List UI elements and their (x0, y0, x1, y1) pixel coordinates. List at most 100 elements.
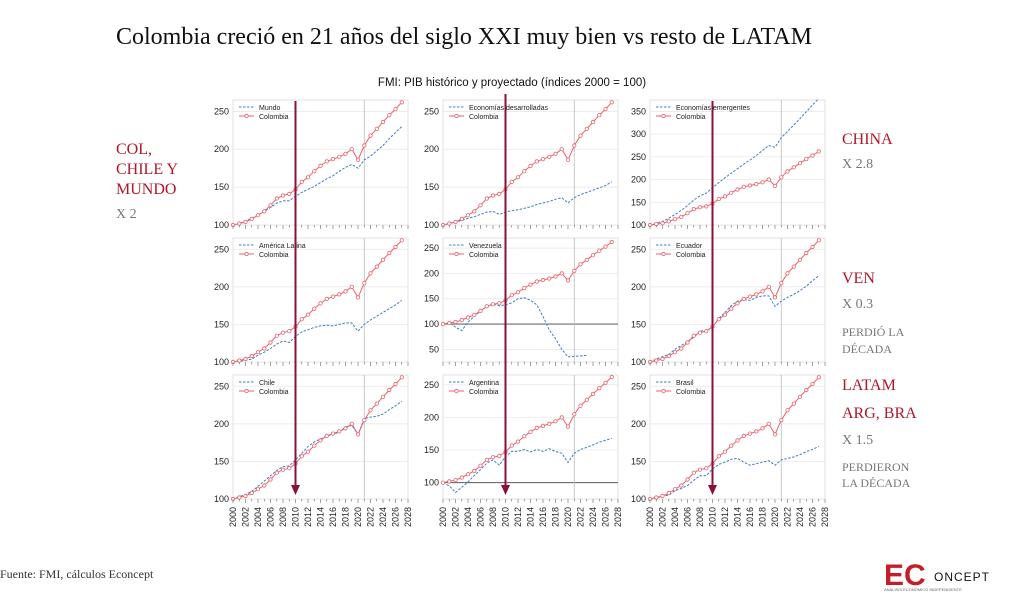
x-tick-label: 2016 (538, 507, 548, 527)
colombia-point (522, 285, 527, 291)
colombia-point (735, 301, 740, 306)
colombia-point (766, 421, 771, 426)
colombia-point (362, 280, 367, 286)
colombia-point (547, 154, 552, 159)
colombia-point (472, 209, 477, 214)
colombia-point (590, 119, 596, 125)
colombia-point (490, 455, 496, 460)
colombia-point (330, 157, 336, 162)
colombia-point (565, 424, 571, 429)
note-china-label: CHINA (842, 131, 893, 148)
series-line-economias-emergentes (649, 98, 820, 226)
colombia-point (747, 183, 753, 188)
legend-marker-colombia (454, 251, 459, 257)
legend-label-colombia: Colombia (259, 114, 289, 121)
colombia-point (553, 274, 558, 279)
colombia-point (299, 179, 304, 184)
legend-marker-colombia (661, 113, 666, 119)
colombia-point (249, 490, 254, 496)
x-tick-label: 2018 (551, 507, 561, 527)
colombia-point (399, 375, 404, 380)
note-col-multiple: X 2 (116, 207, 137, 222)
colombia-point (305, 175, 311, 180)
note-latam-label1: LATAM (842, 377, 896, 394)
panel-frame-america-latina (232, 237, 409, 363)
colombia-point (380, 257, 386, 262)
colombia-point (772, 183, 778, 188)
x-tick-label: 2002 (241, 507, 251, 527)
y-tick-label-economias-emergentes: 150 (631, 197, 646, 207)
colombia-point (490, 193, 496, 198)
x-tick-label: 2014 (733, 507, 743, 527)
colombia-point (362, 417, 367, 423)
x-tick-label: 2002 (658, 507, 668, 527)
colombia-point (540, 157, 546, 162)
y-tick-label-argentina: 200 (424, 412, 439, 422)
gdp-panels-chart: FMI: PIB histórico y proyectado (índices… (214, 77, 830, 527)
colombia-point (380, 394, 386, 399)
y-tick-label-brasil: 200 (631, 419, 646, 429)
y-tick-label-venezuela: 250 (424, 243, 439, 253)
colombia-point (387, 250, 392, 256)
colombia-point (704, 466, 709, 471)
y-tick-label-america-latina: 200 (214, 282, 229, 292)
series-line-brasil (649, 445, 820, 500)
note-china-multiple: X 2.8 (842, 157, 874, 172)
x-tick-label: 2004 (253, 507, 263, 527)
x-tick-label: 2010 (291, 507, 301, 527)
y-tick-label-economias-emergentes: 300 (631, 129, 646, 139)
colombia-point (578, 262, 583, 267)
colombia-point (810, 244, 815, 250)
colombia-point (716, 197, 721, 202)
legend-label-mundo: Mundo (259, 105, 281, 112)
x-tick-label: 2018 (341, 507, 351, 527)
colombia-point (685, 340, 690, 345)
panel-frame-economias-emergentes (649, 99, 826, 226)
y-tick-label-america-latina: 100 (214, 357, 229, 367)
colombia-point (262, 483, 267, 488)
colombia-point (243, 219, 248, 225)
colombia-point (243, 493, 248, 499)
x-tick-label: 2020 (563, 507, 573, 527)
colombia-point (679, 346, 684, 351)
y-tick-label-argentina: 100 (424, 478, 439, 488)
colombia-point (362, 143, 367, 148)
colombia-point (672, 350, 678, 355)
colombia-point (330, 431, 336, 436)
colombia-point (337, 429, 342, 434)
colombia-point (609, 100, 614, 105)
y-tick-label-chile: 250 (214, 381, 229, 391)
colombia-point (772, 295, 778, 300)
colombia-point (584, 257, 589, 262)
y-tick-label-mundo: 200 (214, 144, 229, 154)
colombia-point (722, 312, 728, 317)
series-line-argentina (442, 437, 612, 494)
colombia-point (368, 133, 373, 138)
colombia-point (528, 163, 533, 168)
colombia-point (380, 119, 386, 125)
colombia-point (393, 107, 398, 112)
colombia-point (478, 308, 483, 313)
series-line-colombia (232, 376, 403, 500)
colombia-point (572, 143, 577, 148)
y-tick-label-ecuador: 250 (631, 244, 646, 254)
colombia-point (779, 280, 784, 286)
x-tick-label: 2022 (576, 507, 586, 527)
x-tick-label: 2012 (303, 507, 313, 527)
y-tick-label-economias-desarrolladas: 250 (424, 106, 439, 116)
colombia-point (237, 221, 242, 226)
colombia-point (797, 257, 803, 262)
series-line-colombia (649, 376, 820, 500)
series-line-colombia (442, 241, 613, 325)
colombia-point (305, 312, 311, 317)
colombia-point (459, 317, 464, 323)
colombia-point (603, 107, 608, 112)
colombia-point (465, 315, 471, 320)
colombia-point (766, 284, 771, 289)
y-tick-label-argentina: 250 (424, 380, 439, 390)
x-tick-label: 2006 (266, 507, 276, 527)
colombia-point (697, 330, 703, 335)
colombia-point (584, 126, 589, 131)
y-tick-label-brasil: 250 (631, 381, 646, 391)
note-latam-note1: PERDIERON (842, 460, 910, 474)
